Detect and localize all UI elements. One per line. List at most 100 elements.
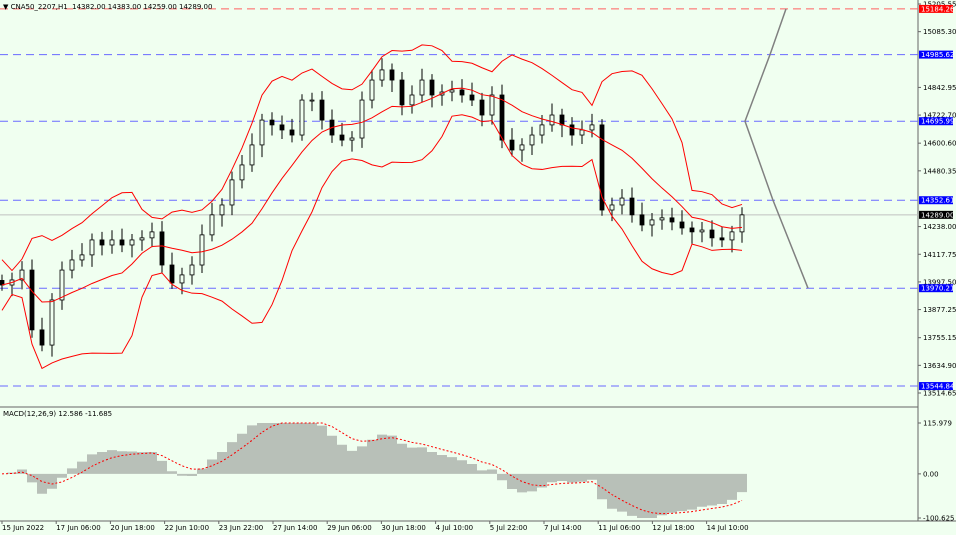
- candle-body: [279, 124, 285, 131]
- macd-signal-line: [1, 422, 743, 515]
- time-tick-label: 27 Jun 14:00: [273, 524, 317, 532]
- price-tick-label: 13877.25: [923, 306, 956, 314]
- candle-body: [399, 79, 405, 106]
- bollinger-middle: [1, 87, 743, 303]
- candle-body: [359, 99, 365, 139]
- level-price-label: 15184.26: [921, 5, 955, 13]
- ohlc-values: 14382.00 14383.00 14259.00 14289.00: [72, 3, 213, 11]
- time-tick-label: 22 Jun 10:00: [165, 524, 209, 532]
- candle-body: [29, 269, 35, 331]
- candle-body: [289, 129, 295, 136]
- candle-body: [539, 124, 545, 136]
- level-price-badge: [919, 117, 953, 126]
- candle-body: [189, 264, 195, 276]
- candle-body: [689, 227, 695, 233]
- candle-body: [409, 94, 415, 106]
- candle-body: [199, 234, 205, 266]
- price-tick-label: 13755.15: [923, 334, 956, 342]
- candle-body: [219, 204, 225, 216]
- price-tick-label: 14722.70: [923, 112, 956, 120]
- candle-body: [229, 179, 235, 206]
- collapse-triangle-icon[interactable]: ▼: [3, 3, 11, 11]
- candle-body: [139, 237, 145, 241]
- candle-body: [559, 114, 565, 126]
- level-price-label: 14352.61: [921, 197, 954, 205]
- projection-arrow-up: [744, 8, 787, 122]
- candle-body: [149, 231, 155, 239]
- level-price-label: 13970.21: [921, 285, 954, 293]
- candle-body: [339, 134, 345, 141]
- candle-body: [269, 119, 275, 126]
- macd-tick-label: -100.625: [923, 515, 954, 523]
- time-tick-label: 7 Jul 14:00: [544, 524, 582, 532]
- time-tick-label: 12 Jul 18:00: [652, 524, 694, 532]
- candle-body: [649, 219, 655, 226]
- candle-body: [419, 79, 425, 96]
- candle-body: [589, 124, 595, 131]
- projection-arrow-down: [744, 120, 809, 289]
- candle-body: [379, 69, 385, 81]
- candle-body: [619, 197, 625, 206]
- candle-body: [119, 239, 125, 246]
- candle-body: [669, 217, 675, 223]
- current-price-badge: [919, 210, 953, 219]
- price-tick-label: 13634.90: [923, 362, 956, 370]
- candle-body: [449, 89, 455, 93]
- candle-body: [299, 99, 305, 136]
- macd-label: MACD(12,26,9) 12.586 -11.685: [3, 410, 113, 418]
- candle-body: [319, 99, 325, 121]
- time-tick-label: 17 Jun 06:00: [56, 524, 100, 532]
- price-tick-label: 15085.30: [923, 28, 956, 36]
- candle-body: [579, 129, 585, 136]
- time-tick-label: 14 Jul 10:00: [707, 524, 749, 532]
- candle-body: [569, 124, 575, 136]
- candle-body: [249, 144, 255, 166]
- candle-body: [699, 229, 705, 233]
- candle-body: [659, 217, 665, 221]
- candle-body: [719, 237, 725, 241]
- chart-header: ▼ CNA50_2207,H1 14382.00 14383.00 14259.…: [3, 3, 212, 11]
- candle-body: [509, 139, 515, 151]
- candle-body: [69, 259, 75, 271]
- time-tick-label: 30 Jun 18:00: [381, 524, 425, 532]
- candle-body: [79, 254, 85, 261]
- candle-body: [259, 119, 265, 146]
- price-tick-label: 13997.50: [923, 278, 956, 286]
- candle-body: [129, 239, 135, 246]
- time-tick-label: 11 Jul 06:00: [598, 524, 640, 532]
- candle-body: [39, 329, 45, 346]
- price-tick-label: 14480.35: [923, 167, 956, 175]
- candle-body: [49, 299, 55, 346]
- symbol-timeframe: CNA50_2207,H1: [10, 3, 68, 11]
- candle-body: [479, 99, 485, 116]
- time-tick-label: 5 Jul 22:00: [490, 524, 528, 532]
- candle-body: [519, 144, 525, 151]
- candle-body: [209, 214, 215, 236]
- price-tick-label: 14238.00: [923, 223, 956, 231]
- candle-body: [19, 269, 25, 281]
- price-tick-label: 15205.55: [923, 1, 956, 9]
- candle-body: [369, 79, 375, 101]
- candle-body: [89, 239, 95, 256]
- candle-body: [169, 264, 175, 284]
- candle-body: [529, 134, 535, 146]
- price-tick-label: 14600.60: [923, 140, 956, 148]
- macd-tick-label: 115.979: [923, 420, 952, 428]
- candle-body: [679, 221, 685, 229]
- time-tick-label: 23 Jun 22:00: [219, 524, 263, 532]
- level-price-label: 14985.62: [921, 51, 954, 59]
- candle-body: [729, 231, 735, 241]
- candle-body: [609, 204, 615, 211]
- time-tick-label: 29 Jun 06:00: [327, 524, 371, 532]
- candle-body: [429, 79, 435, 96]
- candle-body: [459, 89, 465, 96]
- candle-body: [159, 231, 165, 266]
- candle-body: [389, 69, 395, 81]
- price-tick-label: 14842.95: [923, 84, 956, 92]
- time-tick-label: 20 Jun 18:00: [110, 524, 154, 532]
- candle-body: [349, 137, 355, 141]
- candle-body: [109, 239, 115, 246]
- candle-body: [99, 239, 105, 246]
- candle-body: [239, 164, 245, 181]
